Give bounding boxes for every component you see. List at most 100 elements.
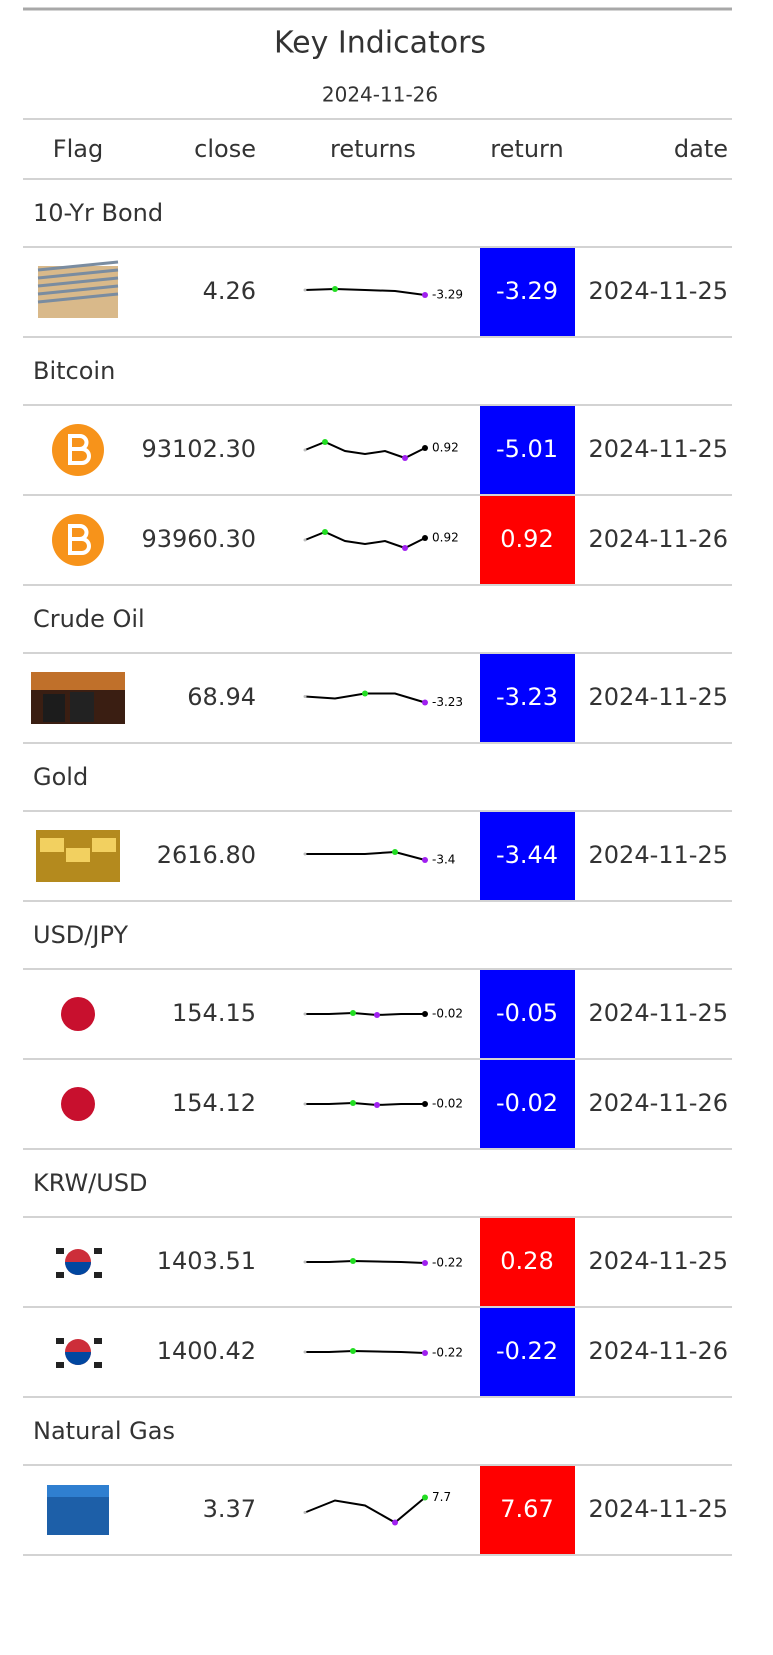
icon-part xyxy=(37,284,119,296)
sparkline xyxy=(305,1101,425,1107)
return-value: -0.05 xyxy=(496,999,558,1027)
spark-start xyxy=(303,448,307,452)
date-value: 2024-11-26 xyxy=(589,525,728,553)
date-value: 2024-11-25 xyxy=(589,1495,728,1523)
date-value: 2024-11-25 xyxy=(589,435,728,463)
icon-part xyxy=(65,1352,91,1365)
spark-label: -0.22 xyxy=(432,1256,463,1270)
spark-label: 7.7 xyxy=(432,1490,451,1504)
return-cell xyxy=(480,1466,575,1554)
icon-part xyxy=(68,434,91,465)
return-value: -5.01 xyxy=(496,435,558,463)
close-value: 93960.30 xyxy=(141,525,256,553)
flag-icon xyxy=(56,1338,102,1368)
icon-part xyxy=(65,1262,91,1275)
spark-min xyxy=(374,1102,380,1108)
icon-part xyxy=(37,268,119,280)
spark-label: 0.92 xyxy=(432,441,459,455)
icon-part xyxy=(43,694,65,722)
close-value: 4.26 xyxy=(203,277,256,305)
group-label: KRW/USD xyxy=(33,1169,148,1197)
close-value: 154.12 xyxy=(172,1089,256,1117)
return-cell xyxy=(480,496,575,584)
icon-part xyxy=(94,1338,102,1344)
close-value: 68.94 xyxy=(187,683,256,711)
sparkline xyxy=(305,850,426,861)
return-value: -0.02 xyxy=(496,1089,558,1117)
date-value: 2024-11-26 xyxy=(589,1089,728,1117)
spark-min xyxy=(402,455,408,461)
date-value: 2024-11-25 xyxy=(589,999,728,1027)
spark-label: -3.23 xyxy=(432,695,463,709)
close-value: 1400.42 xyxy=(157,1337,256,1365)
close-value: 93102.30 xyxy=(141,435,256,463)
flag-icon xyxy=(37,260,119,318)
spark-max xyxy=(322,529,328,535)
close-value: 3.37 xyxy=(203,1495,256,1523)
close-value: 1403.51 xyxy=(157,1247,256,1275)
spark-max xyxy=(362,690,368,697)
return-value: -0.22 xyxy=(496,1337,558,1365)
flag-icon xyxy=(52,514,104,566)
sparkline xyxy=(304,1496,426,1524)
spark-min xyxy=(422,699,428,706)
spark-start xyxy=(303,288,307,292)
table-subtitle: 2024-11-26 xyxy=(322,83,438,107)
icon-part xyxy=(37,260,119,272)
spark-max xyxy=(332,286,338,292)
spark-start xyxy=(303,538,307,542)
column-header: Flag xyxy=(53,135,103,163)
close-value: 2616.80 xyxy=(157,841,256,869)
spark-max xyxy=(350,1348,356,1354)
group-label: Crude Oil xyxy=(33,605,145,633)
flag-icon xyxy=(61,997,95,1031)
icon-part xyxy=(61,997,95,1031)
return-value: -3.29 xyxy=(496,277,558,305)
return-cell xyxy=(480,970,575,1058)
flag-icon xyxy=(47,1485,109,1535)
return-value: -3.44 xyxy=(496,841,558,869)
spark-label: -3.29 xyxy=(432,288,463,302)
spark-label: -3.4 xyxy=(432,853,455,867)
group-label: Bitcoin xyxy=(33,357,115,385)
spark-min xyxy=(422,857,428,863)
date-value: 2024-11-25 xyxy=(589,277,728,305)
spark-label: 0.92 xyxy=(432,531,459,545)
flag-icon xyxy=(31,672,125,724)
return-cell xyxy=(480,1308,575,1396)
spark-start xyxy=(303,1012,307,1016)
icon-part xyxy=(56,1248,64,1254)
return-cell xyxy=(480,654,575,742)
column-header: close xyxy=(194,135,256,163)
spark-start xyxy=(303,1350,307,1354)
icon-part xyxy=(56,1272,64,1278)
return-cell xyxy=(480,1218,575,1306)
flag-icon xyxy=(56,1248,102,1278)
spark-label: -0.02 xyxy=(432,1007,463,1021)
spark-start xyxy=(303,1102,307,1106)
date-value: 2024-11-25 xyxy=(589,841,728,869)
sparkline xyxy=(305,1349,426,1354)
sparkline xyxy=(304,440,426,460)
return-cell xyxy=(480,1060,575,1148)
spark-last xyxy=(422,445,428,451)
icon-part xyxy=(70,692,94,722)
spark-max xyxy=(350,1258,356,1264)
sparkline xyxy=(305,1259,426,1264)
icon-part xyxy=(37,276,119,288)
return-value: 0.92 xyxy=(500,525,553,553)
icon-part xyxy=(47,1485,109,1497)
spark-min xyxy=(392,1519,398,1526)
flag-icon xyxy=(52,424,104,476)
date-value: 2024-11-25 xyxy=(589,1247,728,1275)
group-label: Natural Gas xyxy=(33,1417,175,1445)
icon-part xyxy=(94,1362,102,1368)
group-label: 10-Yr Bond xyxy=(33,199,163,227)
sparkline xyxy=(304,287,426,296)
return-cell xyxy=(480,812,575,900)
column-header: date xyxy=(674,135,728,163)
spark-min xyxy=(374,1012,380,1018)
date-value: 2024-11-25 xyxy=(589,683,728,711)
spark-label: -0.22 xyxy=(432,1346,463,1360)
